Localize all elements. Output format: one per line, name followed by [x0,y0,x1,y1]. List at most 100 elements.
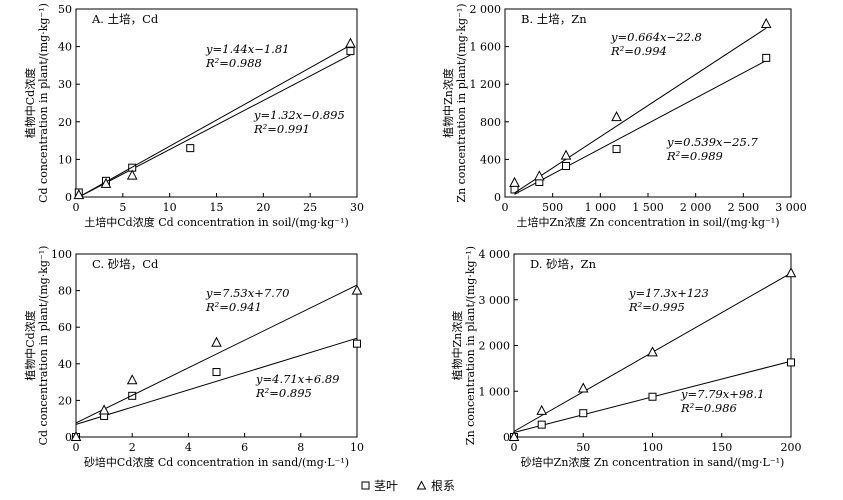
data-point-triangle [785,267,797,278]
legend: 茎叶 根系 [361,479,455,493]
fit-line-triangle [75,284,358,424]
panel-D: 0 50 100 150 200 0 1 000 2 000 3 000 4 000 D. 砂培，Z… [450,246,802,469]
y-axis-label-cn: 植物中Zn浓度 [450,311,464,381]
y-axis-label-en: Cd concentration in plant/(mg·kg⁻¹) [37,246,50,446]
x-tick-label: 2 [129,441,136,454]
y-tick-label: 10 [58,153,72,166]
data-point-square [510,185,519,194]
panel-title: B. 土培，Zn [521,12,587,26]
fit-equation: y=0.539x−25.7 [666,135,758,149]
data-point-triangle [100,177,112,188]
y-tick-label: 60 [58,321,72,334]
data-point-triangle [611,111,622,122]
fit-equation: y=17.3x+123 [628,286,709,300]
data-point-triangle [126,374,138,385]
data-point-square [648,392,657,401]
fit-equation: y=1.44x−1.81 [205,42,289,56]
data-point-triangle [345,37,356,48]
y-tick-label: 1 000 [479,385,511,398]
y-tick-label: 2 000 [479,340,511,353]
x-tick-label: 20 [256,201,270,214]
x-tick-label: 150 [711,441,732,454]
x-tick-label: 3 000 [775,201,807,214]
x-tick-label: 1 000 [585,201,617,214]
legend-label-root: 根系 [431,479,455,493]
y-tick-label: 1 200 [470,78,502,91]
x-tick-label: 15 [210,201,224,214]
fit-line-square [78,54,351,198]
fit-r-squared: R²=0.991 [253,122,310,136]
y-tick-label: 50 [58,3,72,16]
y-tick-label: 40 [58,358,72,371]
legend-square-marker [361,481,370,490]
y-tick-label: 0 [65,191,72,204]
data-point-square [787,358,795,367]
data-point-triangle [647,346,658,357]
fit-r-squared: R²=0.995 [628,300,685,314]
y-tick-label: 2 000 [470,3,502,16]
panel-title: D. 砂培，Zn [530,257,597,271]
x-tick-label: 4 [185,441,192,454]
y-axis-label-cn: 植物中Cd浓度 [23,68,37,138]
y-tick-label: 3 000 [479,294,511,307]
y-tick-label: 20 [58,116,72,129]
y-tick-label: 100 [51,248,72,261]
fit-r-squared: R²=0.986 [680,401,737,415]
y-tick-label: 40 [58,41,72,54]
data-point-triangle [126,169,138,180]
fit-r-squared: R²=0.994 [610,44,667,58]
x-tick-label: 1 500 [632,201,664,214]
fit-equation: y=4.71x+6.89 [255,372,339,386]
fit-line-square [75,337,358,425]
y-axis-label-cn: 植物中Cd浓度 [23,310,37,380]
panel-A: 0 5 10 15 20 25 30 0 10 20 30 40 50 A. 土培，Cd 土培中Cd浓度 C… [23,3,364,229]
panel-B: 0 500 1 000 1 500 2 000 2 500 3 000 0 400 800 1 20… [441,3,807,229]
x-tick-label: 500 [542,201,563,214]
data-point-triangle [351,284,363,295]
x-tick-label: 50 [576,441,590,454]
x-tick-label: 0 [73,201,80,214]
x-tick-label: 10 [350,441,364,454]
y-axis-label-en: Zn concentration in plant/(mg·kg⁻¹) [455,3,468,202]
data-point-triangle [533,170,545,181]
plot-frame [513,253,792,438]
y-tick-label: 80 [58,285,72,298]
data-point-triangle [98,404,110,415]
data-point-square [537,420,546,429]
x-tick-label: 10 [163,201,177,214]
data-point-square [212,368,221,377]
data-point-triangle [508,430,520,441]
panel-title: C. 砂培，Cd [92,257,159,271]
y-axis-label-cn: 植物中Zn浓度 [441,68,455,138]
x-tick-label: 2 500 [728,201,760,214]
fit-r-squared: R²=0.941 [205,300,262,314]
data-point-square [612,145,621,154]
legend-triangle-marker [416,480,427,490]
data-point-triangle [509,176,520,187]
data-point-square [762,53,771,62]
data-point-triangle [73,189,85,200]
y-axis-label-en: Cd concentration in plant/(mg·kg⁻¹) [37,3,50,203]
data-point-square [346,47,355,56]
fit-equation: y=7.79x+98.1 [680,387,764,401]
fit-equation: y=0.664x−22.8 [610,30,702,44]
data-point-triangle [536,404,548,415]
data-point-triangle [577,382,589,393]
x-tick-label: 2 000 [680,201,712,214]
fit-r-squared: R²=0.895 [255,386,312,400]
fit-line-triangle [78,44,351,198]
fit-line-square [514,60,767,195]
x-tick-label: 0 [511,441,518,454]
data-point-triangle [560,149,572,160]
y-tick-label: 0 [503,431,510,444]
y-tick-label: 4 000 [479,248,511,261]
x-tick-label: 30 [350,201,364,214]
data-point-square [579,409,588,418]
data-point-square [562,161,571,170]
panel-title: A. 土培，Cd [91,12,159,26]
x-tick-label: 25 [303,201,317,214]
fit-equation: y=7.53x+7.70 [205,286,289,300]
